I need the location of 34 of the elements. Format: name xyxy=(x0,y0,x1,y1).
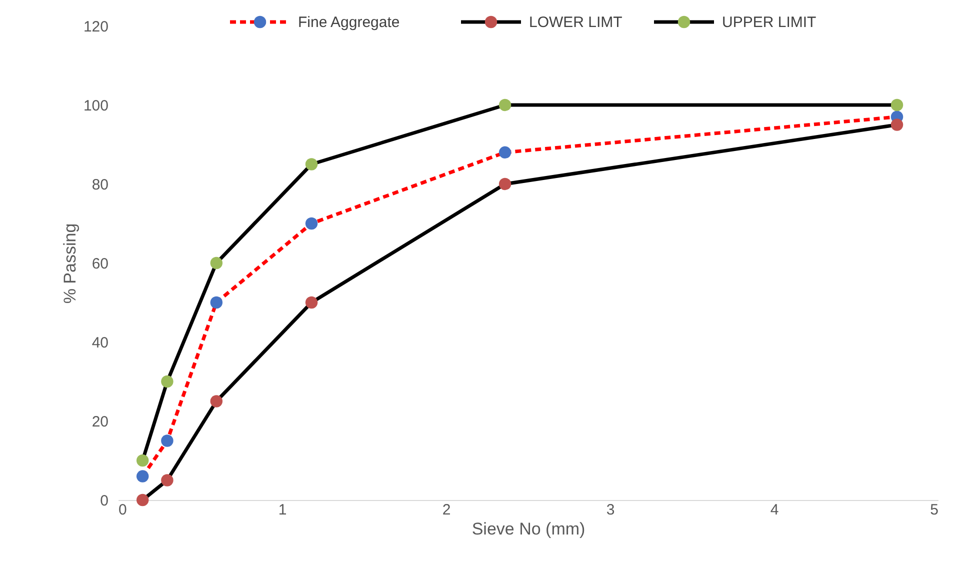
point xyxy=(136,454,149,467)
y-tick-label: 60 xyxy=(92,256,108,272)
point xyxy=(305,296,318,309)
y-axis-title: % Passing xyxy=(60,223,80,304)
point xyxy=(498,98,512,112)
x-tick-label: 5 xyxy=(930,502,938,518)
y-tick-label: 80 xyxy=(92,176,108,194)
point xyxy=(498,146,512,159)
x-tick-label: 2 xyxy=(442,502,451,518)
y-tick-label: 40 xyxy=(92,334,108,352)
point xyxy=(161,474,174,486)
point xyxy=(161,434,174,447)
point xyxy=(498,178,512,190)
x-tick-label: 0 xyxy=(118,502,127,518)
point xyxy=(890,118,904,131)
point xyxy=(136,494,149,506)
y-tick-label: 120 xyxy=(83,18,108,36)
point xyxy=(305,217,318,230)
x-tick-label: 4 xyxy=(770,502,779,518)
point xyxy=(210,296,223,309)
point xyxy=(305,158,318,170)
y-tick-label: 100 xyxy=(83,98,108,114)
x-axis-title: Sieve No (mm) xyxy=(472,520,586,538)
legend-label: LOWER LIMT xyxy=(529,14,622,31)
point xyxy=(136,470,149,482)
y-tick-label: 20 xyxy=(92,414,108,430)
legend-label: UPPER LIMIT xyxy=(722,14,816,31)
point xyxy=(210,256,223,270)
point xyxy=(890,98,904,112)
point xyxy=(210,395,223,408)
point xyxy=(161,375,174,388)
x-tick-label: 1 xyxy=(278,502,287,518)
x-tick-label: 3 xyxy=(606,502,615,518)
legend-label: Fine Aggregate xyxy=(298,14,400,31)
